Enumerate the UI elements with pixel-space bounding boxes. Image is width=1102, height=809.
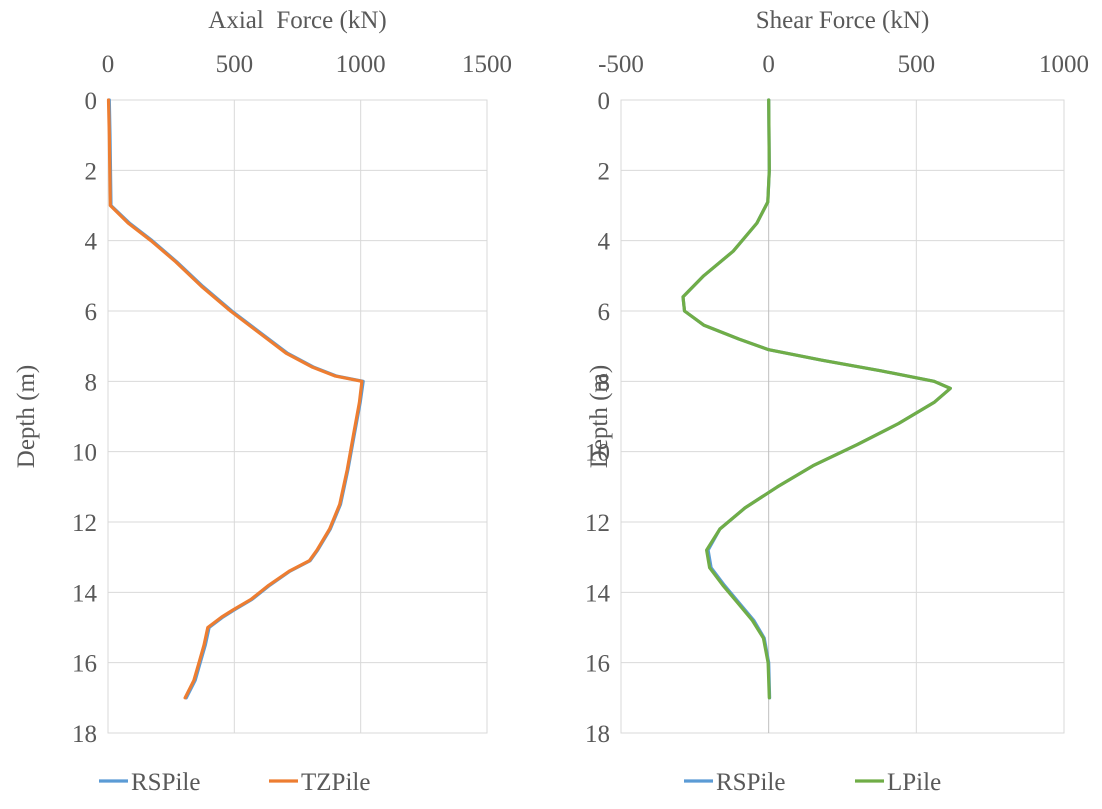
x-tick-label: 0 bbox=[762, 51, 775, 78]
y-tick-label: 16 bbox=[72, 651, 97, 678]
x-tick-label: 1500 bbox=[462, 51, 512, 78]
series-line-tzpile bbox=[106, 98, 364, 700]
x-tick-label: -500 bbox=[598, 51, 644, 78]
y-tick-label: 6 bbox=[85, 299, 98, 326]
y-axis-title: Depth (m) bbox=[13, 365, 40, 468]
y-tick-label: 12 bbox=[72, 510, 97, 537]
y-tick-label: 10 bbox=[72, 440, 97, 467]
y-tick-label: 4 bbox=[598, 229, 611, 256]
series-line-lpile bbox=[681, 98, 952, 700]
y-tick-label: 6 bbox=[598, 299, 611, 326]
x-tick-label: 500 bbox=[898, 51, 936, 78]
legend-label: RSPile bbox=[131, 769, 200, 796]
x-tick-label: 1000 bbox=[1039, 51, 1089, 78]
x-tick-label: 0 bbox=[102, 51, 115, 78]
y-tick-label: 16 bbox=[585, 651, 610, 678]
y-tick-label: 12 bbox=[585, 510, 610, 537]
plot-area bbox=[107, 99, 488, 734]
y-tick-label: 2 bbox=[85, 158, 98, 185]
y-axis-title: Depth (m) bbox=[586, 365, 613, 468]
y-tick-label: 8 bbox=[85, 369, 98, 396]
y-tick-label: 14 bbox=[72, 580, 98, 607]
y-tick-label: 10 bbox=[585, 440, 610, 467]
axial-chart: 0 2 4 6 8 10 12 14 16 18 0 500 1000 1500 Axial Force (… bbox=[13, 7, 512, 796]
y-tick-label: 18 bbox=[72, 721, 97, 748]
y-tick-label: 14 bbox=[585, 580, 611, 607]
y-tick-label: 0 bbox=[85, 88, 98, 115]
y-tick-label: 2 bbox=[598, 158, 611, 185]
legend-label: RSPile bbox=[716, 769, 785, 796]
y-tick-label: 8 bbox=[598, 369, 611, 396]
plot-area bbox=[620, 99, 1065, 734]
x-axis-title: Shear Force (kN) bbox=[756, 7, 930, 34]
legend-label: LPile bbox=[887, 769, 941, 796]
x-tick-label: 500 bbox=[216, 51, 254, 78]
shear-chart: 0 2 4 6 8 10 12 14 16 18 -500 0 500 1000 Shear Force (… bbox=[585, 7, 1089, 796]
x-tick-label: 1000 bbox=[336, 51, 386, 78]
y-tick-label: 0 bbox=[598, 88, 611, 115]
x-axis-title: Axial Force (kN) bbox=[208, 7, 386, 34]
legend-label: TZPile bbox=[301, 769, 370, 796]
series-line-rspile bbox=[681, 98, 952, 700]
y-tick-label: 18 bbox=[585, 721, 610, 748]
y-tick-label: 4 bbox=[85, 229, 98, 256]
